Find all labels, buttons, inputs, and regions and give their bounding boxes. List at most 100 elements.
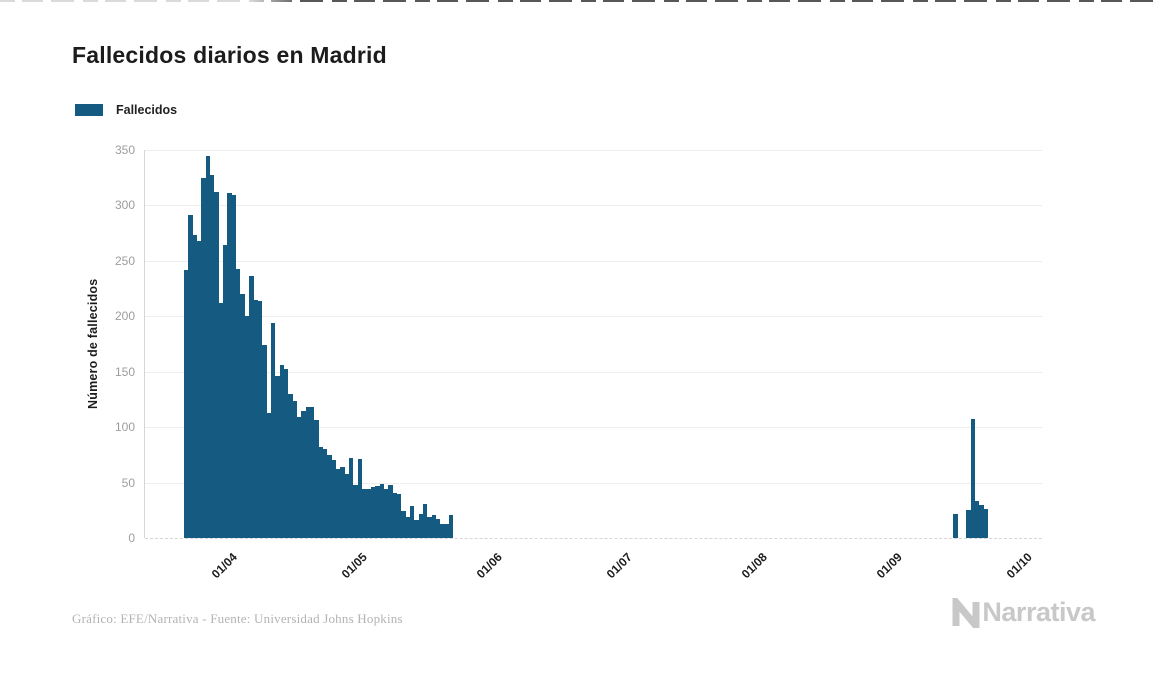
bar-16-05[interactable] — [423, 503, 428, 538]
gridline-250 — [145, 260, 1042, 262]
bar-30-04[interactable] — [353, 484, 358, 538]
x-tick-label-01-08: 01/08 — [738, 550, 770, 582]
bar-18-05[interactable] — [431, 514, 437, 538]
bar-28-04[interactable] — [344, 473, 350, 538]
bar-21-09[interactable] — [979, 504, 984, 538]
bar-15-09[interactable] — [953, 513, 958, 538]
narrativa-logo: Narrativa — [951, 597, 1095, 628]
bar-28-03[interactable] — [210, 175, 215, 538]
bar-30-03[interactable] — [218, 302, 224, 538]
bar-24-03[interactable] — [192, 235, 198, 538]
bar-15-04[interactable] — [288, 393, 293, 538]
legend-label: Fallecidos — [116, 103, 178, 117]
bar-27-04[interactable] — [340, 467, 345, 538]
bar-10-04[interactable] — [266, 412, 271, 538]
bar-15-05[interactable] — [418, 513, 423, 538]
bar-29-03[interactable] — [214, 192, 219, 538]
x-tick-label-01-04: 01/04 — [208, 550, 240, 582]
bar-05-05[interactable] — [375, 485, 380, 538]
y-tick-label-200: 200 — [114, 309, 135, 324]
bar-22-03[interactable] — [184, 269, 189, 538]
bar-18-04[interactable] — [301, 410, 306, 538]
bar-08-05[interactable] — [388, 484, 393, 538]
legend-item-fallecidos[interactable]: Fallecidos — [75, 103, 177, 117]
y-tick-label-0: 0 — [128, 531, 135, 545]
bar-02-05[interactable] — [362, 489, 367, 538]
legend-swatch — [75, 104, 103, 116]
bar-01-04[interactable] — [227, 193, 232, 538]
bar-29-04[interactable] — [349, 458, 354, 538]
bar-18-09[interactable] — [966, 510, 971, 538]
bar-04-04[interactable] — [240, 294, 245, 538]
bar-11-04[interactable] — [270, 322, 276, 538]
bar-26-03[interactable] — [201, 177, 206, 538]
bar-08-04[interactable] — [257, 300, 263, 538]
bar-23-04[interactable] — [323, 449, 328, 538]
y-axis-line — [144, 150, 145, 538]
y-tick-label-50: 50 — [121, 475, 135, 490]
bar-07-04[interactable] — [253, 299, 258, 538]
y-tick-label-100: 100 — [114, 420, 135, 435]
bar-21-04[interactable] — [314, 420, 319, 538]
gridline-200 — [145, 316, 1042, 318]
bar-06-05[interactable] — [379, 483, 384, 538]
bar-26-04[interactable] — [336, 469, 341, 538]
bar-19-05[interactable] — [436, 519, 441, 538]
bar-23-03[interactable] — [188, 215, 193, 538]
bar-13-04[interactable] — [279, 365, 284, 538]
bar-09-05[interactable] — [392, 492, 397, 538]
bar-12-05[interactable] — [405, 516, 410, 538]
x-tick-label-01-06: 01/06 — [473, 550, 505, 582]
bar-24-04[interactable] — [327, 454, 332, 538]
bar-13-05[interactable] — [409, 505, 415, 538]
bar-06-04[interactable] — [249, 276, 254, 538]
bar-01-05[interactable] — [357, 459, 363, 538]
source-credit: Gráfico: EFE/Narrativa - Fuente: Univers… — [72, 611, 403, 626]
gridline-350 — [145, 150, 1042, 151]
top-edge-artifact — [0, 0, 1157, 2]
x-tick-label-01-09: 01/09 — [873, 550, 905, 582]
bar-19-09[interactable] — [970, 419, 975, 538]
bar-10-05[interactable] — [396, 493, 402, 538]
y-tick-label-150: 150 — [114, 364, 135, 379]
bar-27-03[interactable] — [205, 155, 211, 538]
bar-20-09[interactable] — [974, 501, 980, 538]
bar-25-04[interactable] — [331, 460, 337, 538]
gridline-50 — [145, 482, 1042, 484]
bar-11-05[interactable] — [401, 511, 406, 538]
bar-12-04[interactable] — [275, 376, 280, 538]
bar-22-05[interactable] — [449, 514, 454, 538]
x-tick-label-01-07: 01/07 — [603, 550, 635, 582]
bar-16-04[interactable] — [292, 400, 297, 538]
narrativa-logo-text: Narrativa — [982, 597, 1095, 627]
bar-19-04[interactable] — [305, 407, 311, 538]
narrativa-logo-icon — [952, 597, 980, 628]
gridline-0 — [145, 538, 1042, 539]
bar-17-05[interactable] — [427, 516, 432, 538]
x-tick-label-01-10: 01/10 — [1003, 550, 1035, 582]
y-tick-label-350: 350 — [114, 143, 135, 157]
bar-22-04[interactable] — [318, 447, 324, 538]
bar-14-04[interactable] — [283, 369, 289, 538]
x-tick-label-01-05: 01/05 — [338, 550, 370, 582]
bar-03-04[interactable] — [236, 268, 241, 538]
bar-09-04[interactable] — [262, 345, 267, 538]
bar-25-03[interactable] — [197, 240, 202, 538]
bar-22-09[interactable] — [983, 509, 988, 538]
bar-02-04[interactable] — [231, 195, 237, 538]
y-tick-label-250: 250 — [114, 253, 135, 268]
bar-14-05[interactable] — [414, 520, 419, 538]
bar-04-05[interactable] — [370, 487, 376, 538]
gridline-150 — [145, 371, 1042, 373]
bar-07-05[interactable] — [383, 489, 389, 538]
chart-title: Fallecidos diarios en Madrid — [72, 42, 387, 68]
bar-05-04[interactable] — [244, 316, 250, 538]
bar-17-04[interactable] — [296, 417, 302, 538]
bar-20-04[interactable] — [310, 407, 315, 538]
bar-20-05[interactable] — [440, 523, 445, 538]
gridline-300 — [145, 205, 1042, 207]
bar-03-05[interactable] — [366, 489, 371, 538]
bar-21-05[interactable] — [444, 523, 450, 538]
bar-31-03[interactable] — [223, 245, 228, 538]
